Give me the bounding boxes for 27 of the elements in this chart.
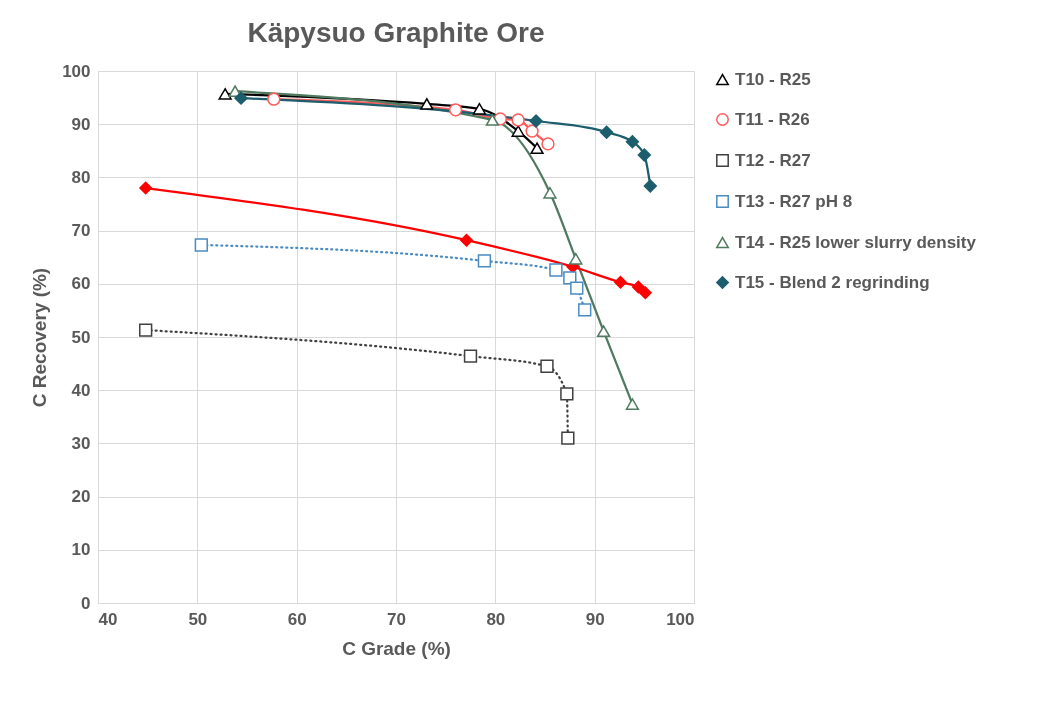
y-tick-label: 30: [71, 433, 91, 453]
legend-label: T11 - R26: [735, 109, 810, 129]
legend-label: T12 - R27: [735, 150, 811, 170]
y-tick-label: 60: [71, 274, 91, 294]
y-tick-label: 70: [71, 221, 91, 241]
x-tick-label: 80: [486, 609, 506, 629]
y-axis-title: C Recovery (%): [29, 267, 51, 408]
x-tick-label: 60: [287, 609, 307, 629]
legend-label: T13 - R27 pH 8: [735, 191, 853, 211]
y-tick-label: 10: [71, 540, 91, 560]
chart-title: Käpysuo Graphite Ore: [247, 17, 545, 48]
y-tick-label: 40: [71, 380, 91, 400]
x-tick-label: 40: [98, 609, 118, 629]
x-tick-label: 100: [666, 609, 695, 629]
x-tick-label: 90: [585, 609, 605, 629]
y-tick-label: 20: [71, 487, 91, 507]
x-tick-label: 70: [387, 609, 406, 629]
legend-label: T14 - R25 lower slurry density: [735, 232, 977, 252]
y-tick-label: 100: [62, 61, 91, 81]
y-tick-label: 50: [71, 327, 91, 347]
x-tick-label: 50: [188, 609, 208, 629]
y-tick-label: 90: [71, 114, 91, 134]
legend-label: T10 - R25: [735, 69, 811, 89]
y-tick-label: 0: [81, 593, 91, 613]
y-tick-label: 80: [71, 167, 91, 187]
x-axis-title: C Grade (%): [342, 637, 451, 659]
legend-label: T15 - Blend 2 regrinding: [735, 272, 930, 292]
